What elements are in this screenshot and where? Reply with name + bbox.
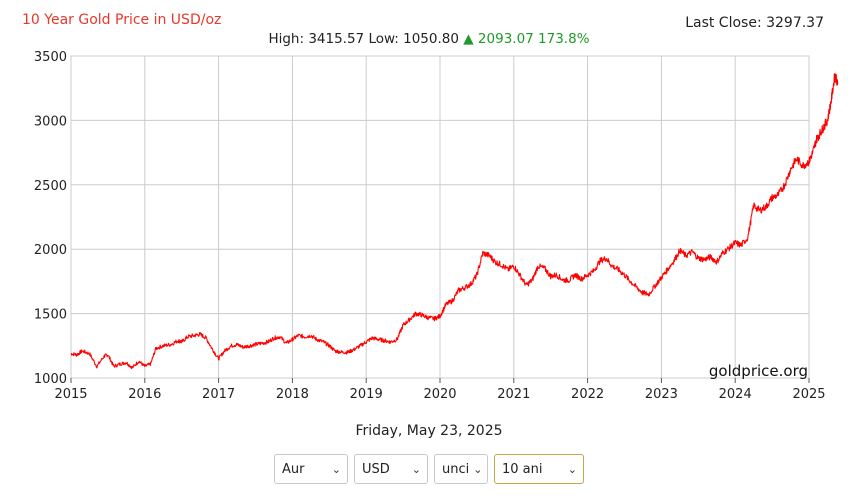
chevron-down-icon: ⌄ xyxy=(473,462,483,476)
metal-select[interactable]: Aur ⌄ xyxy=(274,454,348,484)
chevron-down-icon: ⌄ xyxy=(331,462,341,476)
chart-title: 10 Year Gold Price in USD/oz xyxy=(22,12,222,28)
high-low-text: High: 3415.57 Low: 1050.80 xyxy=(268,31,459,47)
x-tick-label: 2017 xyxy=(202,387,235,402)
chart-axes: 2015 2016 2017 2018 2019 2020 2021 2022 2023 2024… xyxy=(34,50,826,402)
last-close-label: Last Close: 3297.37 xyxy=(685,15,824,31)
unit-select-value: unci xyxy=(442,461,470,477)
currency-select-value: USD xyxy=(362,461,390,477)
x-tick-label: 2023 xyxy=(645,387,678,402)
high-low-stats: High: 3415.57 Low: 1050.80 ▲ 2093.07 173… xyxy=(0,31,858,47)
watermark: goldprice.org xyxy=(709,362,808,380)
gold-price-line xyxy=(70,73,839,370)
y-tick-label: 2000 xyxy=(34,243,67,258)
y-tick-label: 3000 xyxy=(34,114,67,129)
range-select[interactable]: 10 ani ⌄ xyxy=(494,454,584,484)
x-tick-label: 2024 xyxy=(719,387,752,402)
x-tick-label: 2022 xyxy=(571,387,604,402)
x-tick-label: 2016 xyxy=(128,387,161,402)
x-tick-label: 2015 xyxy=(54,387,87,402)
unit-select[interactable]: unci ⌄ xyxy=(434,454,488,484)
chart-series xyxy=(70,73,839,370)
range-select-value: 10 ani xyxy=(502,461,543,477)
y-tick-label: 3500 xyxy=(34,50,67,65)
y-tick-label: 1000 xyxy=(34,372,67,387)
gold-price-chart: 2015 2016 2017 2018 2019 2020 2021 2022 2023 2024… xyxy=(34,50,839,402)
chevron-down-icon: ⌄ xyxy=(411,462,421,476)
currency-select[interactable]: USD ⌄ xyxy=(354,454,428,484)
x-tick-label: 2018 xyxy=(276,387,309,402)
chevron-down-icon: ⌄ xyxy=(567,462,577,476)
chart-grid xyxy=(70,55,810,379)
x-tick-label: 2025 xyxy=(792,387,825,402)
chart-controls: Aur ⌄ USD ⌄ unci ⌄ 10 ani ⌄ xyxy=(274,454,584,484)
x-tick-label: 2019 xyxy=(350,387,383,402)
x-tick-label: 2020 xyxy=(423,387,456,402)
date-label: Friday, May 23, 2025 xyxy=(355,423,503,439)
y-tick-label: 2500 xyxy=(34,179,67,194)
x-tick-label: 2021 xyxy=(497,387,530,402)
change-text: ▲ 2093.07 173.8% xyxy=(463,31,590,47)
metal-select-value: Aur xyxy=(282,461,305,477)
y-tick-label: 1500 xyxy=(34,308,67,323)
